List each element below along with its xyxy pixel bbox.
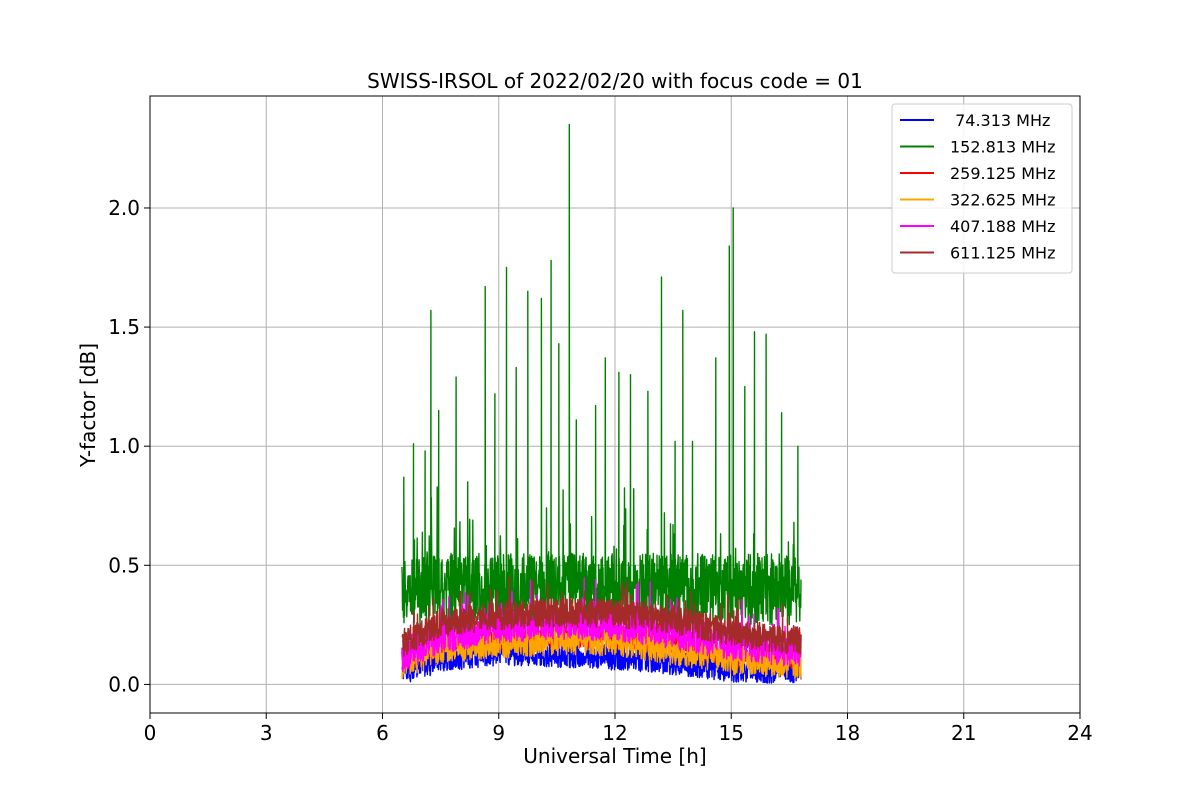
chart-title: SWISS-IRSOL of 2022/02/20 with focus cod… <box>367 69 863 93</box>
y-axis-label: Y-factor [dB] <box>76 343 100 468</box>
x-tick-label: 24 <box>1067 721 1092 745</box>
legend: 74.313 MHz 152.813 MHz 259.125 MHz 322.625 … <box>891 103 1073 274</box>
y-tick-label: 1.5 <box>108 315 140 339</box>
series-line-4 <box>401 577 802 673</box>
x-tick-label: 3 <box>260 721 273 745</box>
x-tick-label: 15 <box>719 721 744 745</box>
x-tick-label: 21 <box>951 721 976 745</box>
x-tick-label: 6 <box>376 721 389 745</box>
x-tick-label: 18 <box>835 721 860 745</box>
x-tick-label: 9 <box>492 721 505 745</box>
ticks: 0 3 6 9 12 15 18 21 24 0.0 0.5 1.0 1.5 2.0 <box>108 196 1093 745</box>
series-line-5 <box>401 575 802 658</box>
legend-label: 322.625 MHz <box>950 191 1055 210</box>
x-axis-label: Universal Time [h] <box>523 744 706 768</box>
series-layer <box>401 123 802 684</box>
legend-label: 407.188 MHz <box>950 217 1055 236</box>
y-tick-label: 1.0 <box>108 434 140 458</box>
legend-box <box>891 103 1073 274</box>
legend-label: 74.313 MHz <box>950 111 1050 130</box>
x-tick-label: 0 <box>144 721 157 745</box>
legend-label: 152.813 MHz <box>950 138 1055 157</box>
x-tick-label: 12 <box>602 721 627 745</box>
y-tick-label: 0.0 <box>108 672 140 696</box>
legend-label: 611.125 MHz <box>950 244 1055 263</box>
legend-label: 259.125 MHz <box>950 164 1055 183</box>
y-tick-label: 0.5 <box>108 553 140 577</box>
y-tick-label: 2.0 <box>108 196 140 220</box>
